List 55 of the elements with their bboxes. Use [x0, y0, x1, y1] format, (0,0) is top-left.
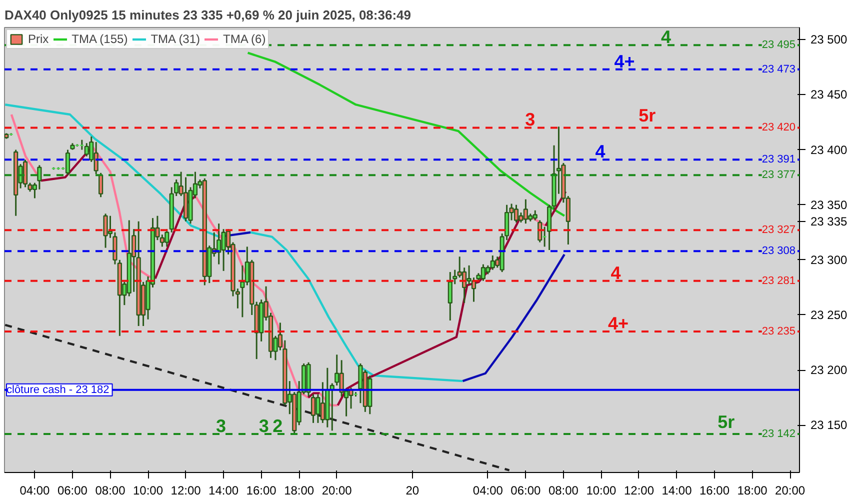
y-tick-label: 23 400 [810, 142, 848, 157]
y-tick-label: 23 200 [810, 363, 848, 378]
x-tick-label: 16:00 [700, 484, 730, 498]
legend-label: TMA (31) [150, 32, 200, 46]
annotation: 4+ [608, 314, 628, 334]
ref-line-label: 23 420 [762, 122, 796, 134]
annotation: 4 [661, 27, 672, 48]
chart-title: DAX40 Only0925 15 minutes 23 335 +0,69 % 20 juin 2025, 08:36:49 [4, 8, 411, 22]
ref-line-label: 23 142 [762, 428, 796, 440]
y-tick-label: 23 500 [810, 32, 848, 47]
legend-label: Prix [28, 32, 49, 46]
legend-label: TMA (6) [223, 32, 266, 46]
ref-line-label: 23 235 [762, 326, 796, 338]
x-tick-label: 20:00 [775, 484, 806, 498]
x-tick-label: 12:00 [170, 484, 202, 498]
x-tick-label: 20 [406, 484, 420, 498]
x-tick-label: 14:00 [662, 484, 692, 498]
x-tick-label: 10:00 [586, 484, 617, 498]
x-tick-label: 12:00 [624, 484, 654, 498]
annotation: 4+ [614, 51, 635, 72]
x-tick-label: 18:00 [737, 484, 768, 498]
x-tick-label: 04:00 [20, 484, 50, 498]
y-tick-label: 23 300 [810, 252, 848, 267]
y-tick-label: 23 350 [810, 198, 848, 212]
annotation: 3 [258, 416, 269, 436]
ref-line-label: 23 495 [762, 39, 796, 52]
annotation: 2 [272, 416, 283, 436]
x-tick-label: 10:00 [133, 484, 164, 498]
y-tick-label: 23 250 [810, 308, 848, 322]
annotation: 5r [718, 412, 735, 432]
annotation: 3 [216, 416, 226, 436]
x-tick-label: 08:00 [548, 484, 579, 498]
annotation: 3 [525, 110, 536, 130]
annotation: 4 [595, 142, 606, 162]
x-tick-label: 16:00 [246, 484, 277, 498]
ref-line-label: 23 377 [762, 169, 796, 182]
x-tick-label: 04:00 [472, 484, 504, 498]
x-tick-label: 08:00 [95, 484, 126, 498]
ref-line-label: 23 391 [762, 154, 796, 166]
x-tick-label: 06:00 [510, 484, 542, 498]
y-tick-label: 23 150 [810, 418, 848, 432]
ref-line-label: 23 281 [762, 274, 796, 287]
ref-line-label: 23 473 [762, 63, 796, 76]
ref-line-label: 23 327 [762, 224, 796, 236]
ref-line-label: 23 308 [762, 245, 796, 258]
x-tick-label: 20:00 [322, 484, 352, 498]
y-tick-label: 23 335 [810, 214, 848, 228]
annotation: 4 [610, 262, 621, 283]
x-tick-label: 18:00 [284, 484, 314, 498]
legend-label: TMA (155) [72, 32, 128, 46]
annotation: 5r [638, 106, 656, 126]
x-tick-label: 06:00 [57, 484, 88, 498]
y-tick-label: 23 450 [810, 88, 848, 102]
x-tick-label: 14:00 [208, 484, 239, 498]
ref-line-label: clôture cash - 23 182 [6, 384, 110, 396]
